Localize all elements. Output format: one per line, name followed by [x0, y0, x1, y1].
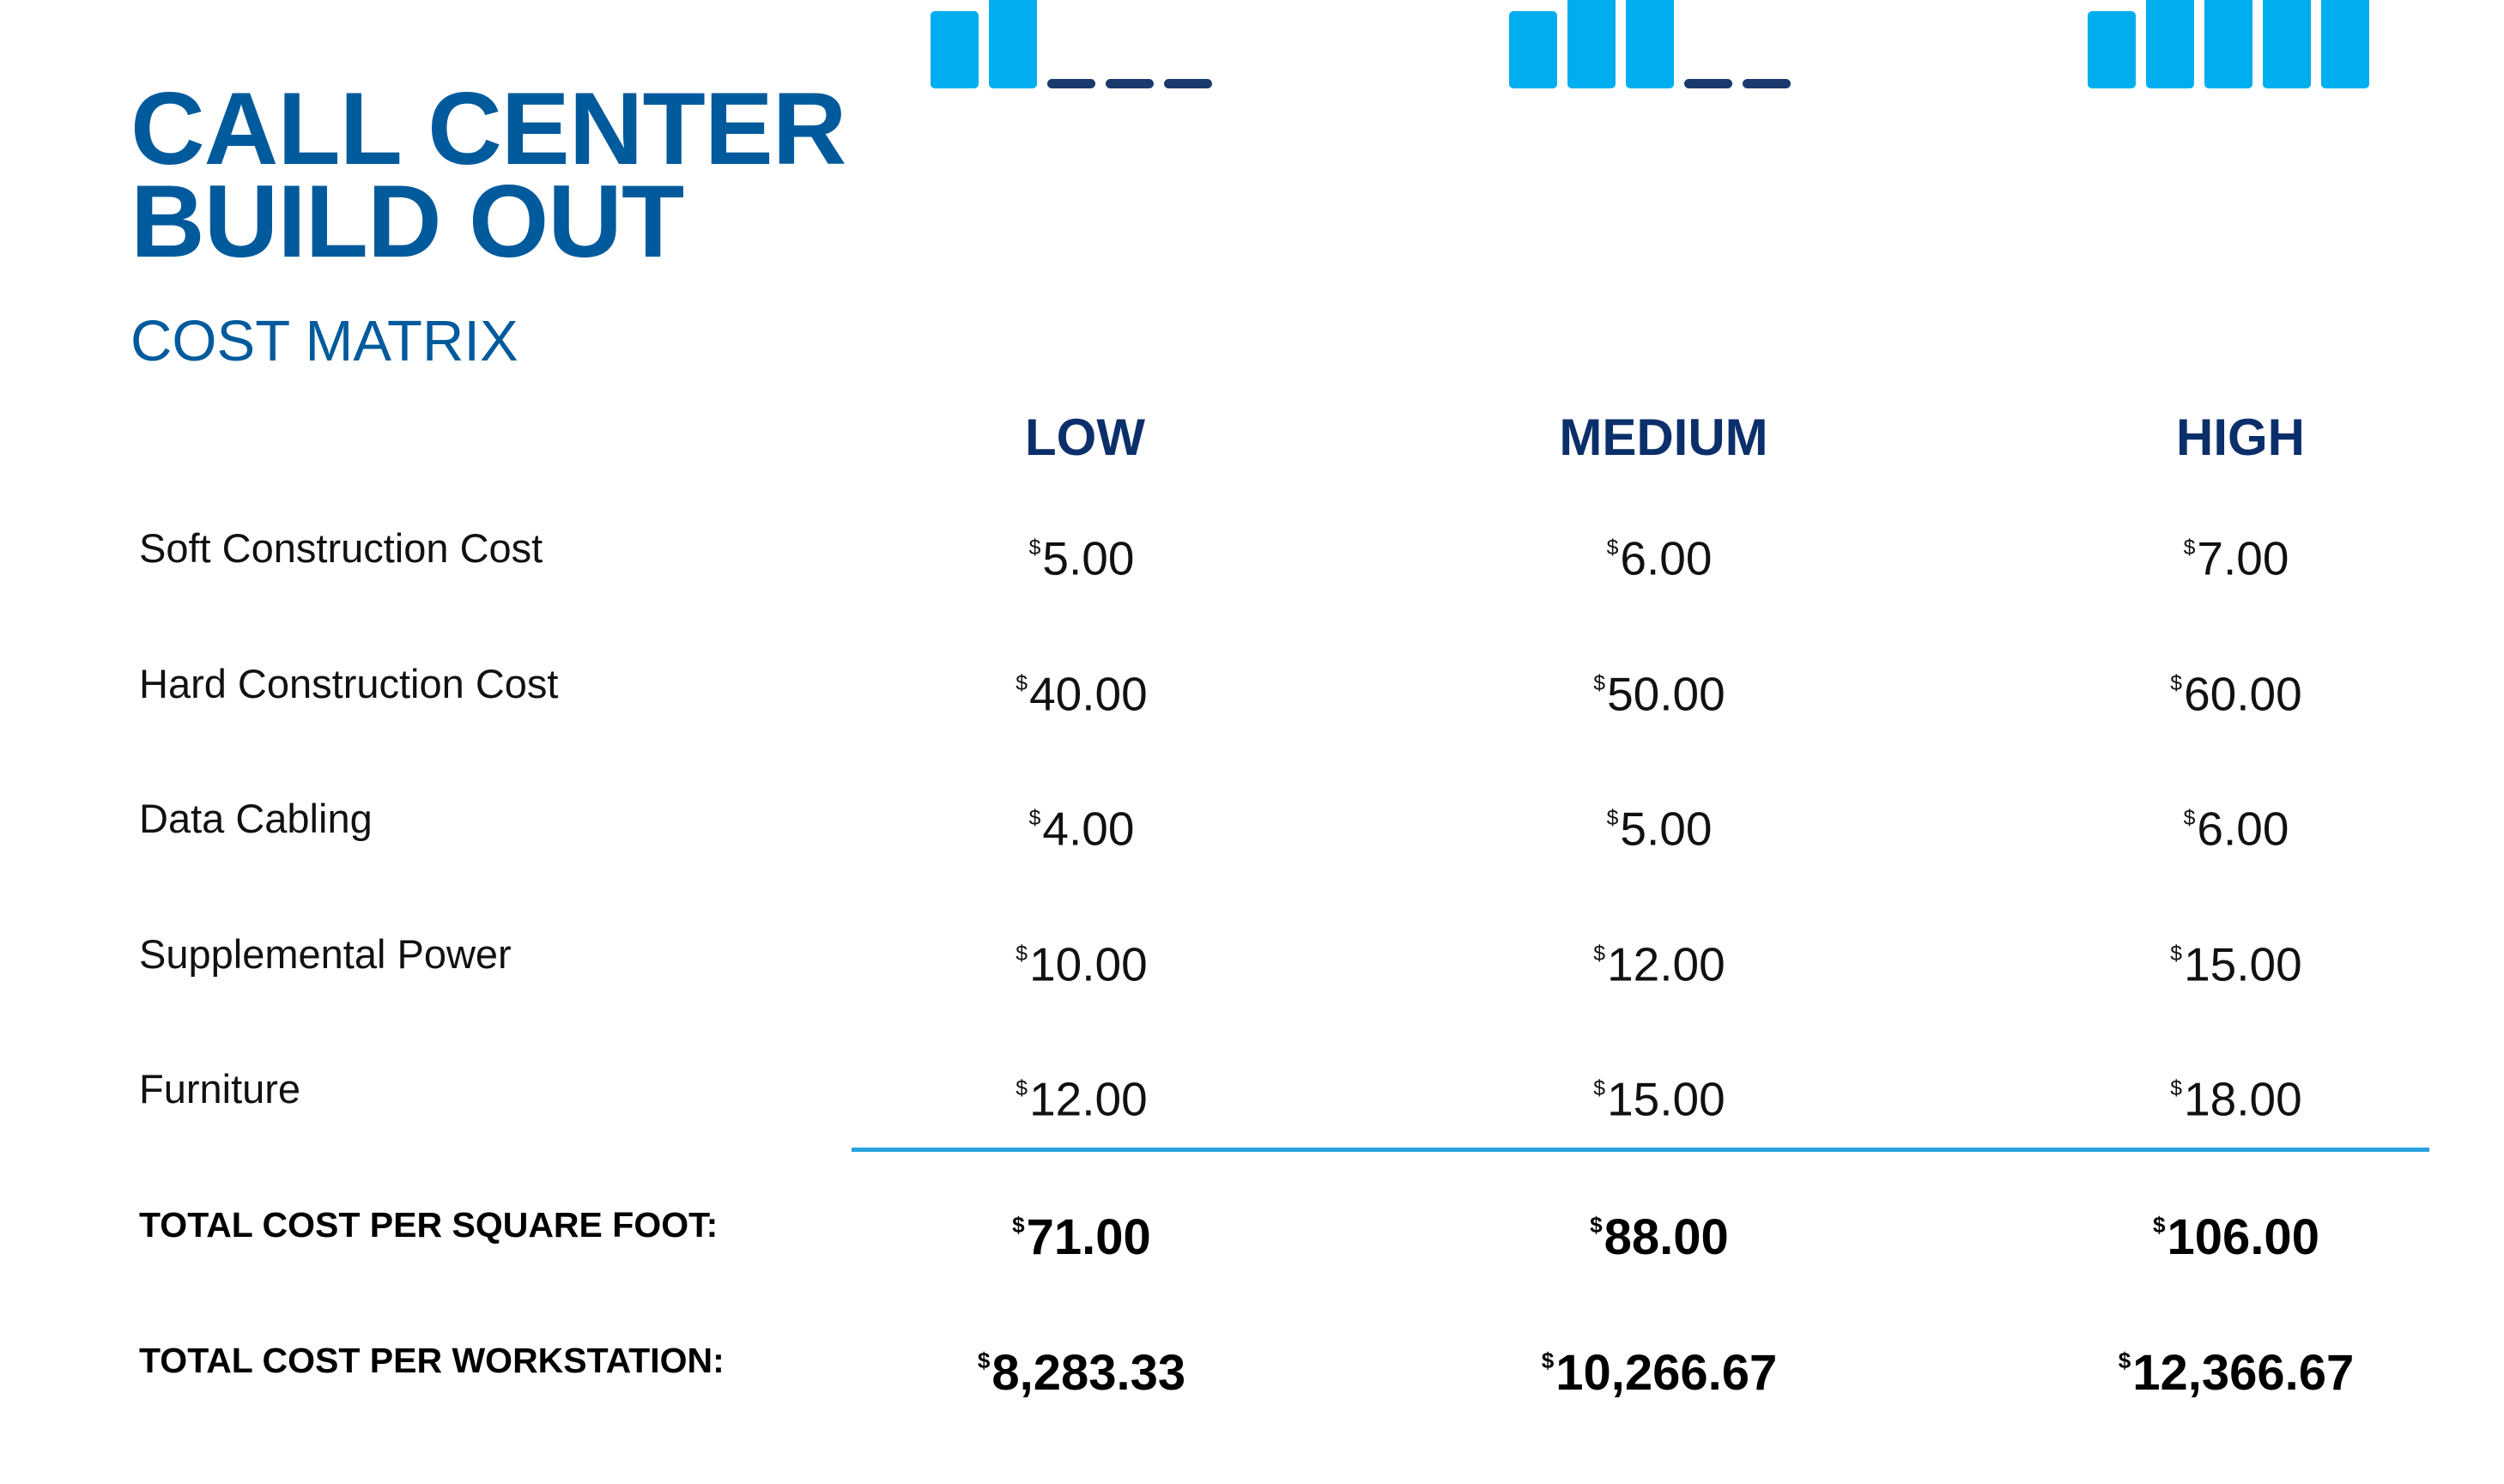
total-value: 106.00 [2167, 1208, 2319, 1265]
cost-value: 15.00 [2184, 937, 2302, 991]
total-value: 12,366.67 [2132, 1344, 2355, 1401]
total-cell: $10,266.67 [1453, 1326, 1865, 1401]
cost-value: 4.00 [1042, 802, 1135, 856]
cost-cell: $40.00 [876, 650, 1288, 721]
cost-cell: $5.00 [876, 514, 1288, 585]
total-cell: $12,366.67 [2030, 1326, 2442, 1401]
currency-symbol: $ [1606, 807, 1619, 830]
column-header-low: LOW [1025, 409, 1145, 466]
currency-symbol: $ [1028, 536, 1041, 560]
cost-cell: $6.00 [1453, 514, 1865, 585]
currency-symbol: $ [977, 1348, 991, 1373]
total-cell: $8,283.33 [876, 1326, 1288, 1401]
signal-bar-3 [1626, 0, 1674, 88]
cost-value: 10.00 [1029, 937, 1148, 991]
signal-bar-1 [1509, 11, 1557, 88]
total-value: 8,283.33 [991, 1344, 1186, 1401]
cost-value: 60.00 [2184, 667, 2302, 721]
cost-cell: $50.00 [1453, 650, 1865, 721]
page-title: CALL CENTER BUILD OUT [130, 71, 846, 279]
signal-bar-2 [989, 0, 1037, 88]
column-header-medium: MEDIUM [1559, 409, 1768, 466]
row-label-furniture: Furniture [139, 1066, 301, 1111]
currency-symbol: $ [1016, 1077, 1028, 1100]
currency-symbol: $ [1012, 1212, 1025, 1238]
cost-cell: $60.00 [2030, 650, 2442, 721]
totals-divider [852, 1148, 2429, 1152]
cost-cell: $6.00 [2030, 784, 2442, 856]
cost-value: 12.00 [1029, 1072, 1148, 1126]
row-label-soft-construction-cost: Soft Construction Cost [139, 525, 543, 571]
signal-bar-5 [2321, 0, 2369, 88]
currency-symbol: $ [1593, 1077, 1606, 1100]
currency-symbol: $ [2183, 807, 2196, 830]
cost-cell: $15.00 [2030, 920, 2442, 991]
currency-symbol: $ [1590, 1212, 1603, 1238]
currency-symbol: $ [1016, 672, 1028, 695]
cost-cell: $18.00 [2030, 1055, 2442, 1126]
total-label-per-square-foot: TOTAL COST PER SQUARE FOOT: [139, 1205, 718, 1245]
cost-cell: $7.00 [2030, 514, 2442, 585]
cost-cell: $10.00 [876, 920, 1288, 991]
cost-cell: $15.00 [1453, 1055, 1865, 1126]
title-line-1: CALL CENTER [130, 71, 846, 186]
cost-cell: $5.00 [1453, 784, 1865, 856]
signal-bar-2 [1567, 0, 1616, 88]
currency-symbol: $ [2170, 1077, 2183, 1100]
total-cell: $71.00 [876, 1190, 1288, 1265]
title-line-2: BUILD OUT [130, 164, 684, 279]
currency-symbol: $ [1541, 1348, 1555, 1373]
total-cell: $106.00 [2030, 1190, 2442, 1265]
cost-value: 50.00 [1607, 667, 1725, 721]
page-subtitle: COST MATRIX [130, 309, 518, 373]
cost-value: 18.00 [2184, 1072, 2302, 1126]
currency-symbol: $ [2170, 672, 2183, 695]
currency-symbol: $ [1016, 942, 1028, 966]
row-label-supplemental-power: Supplemental Power [139, 931, 512, 977]
currency-symbol: $ [2118, 1348, 2131, 1373]
signal-bar-3 [2204, 0, 2252, 88]
cost-cell: $4.00 [876, 784, 1288, 856]
cost-value: 7.00 [2197, 531, 2289, 585]
currency-symbol: $ [1593, 672, 1606, 695]
currency-symbol: $ [2153, 1212, 2166, 1238]
signal-bar-5 [1164, 79, 1212, 88]
cost-cell: $12.00 [1453, 920, 1865, 991]
currency-symbol: $ [2183, 536, 2196, 560]
cost-value: 15.00 [1607, 1072, 1725, 1126]
column-header-high: HIGH [2176, 409, 2305, 466]
currency-symbol: $ [2170, 942, 2183, 966]
total-cell: $88.00 [1453, 1190, 1865, 1265]
cost-value: 40.00 [1029, 667, 1148, 721]
cost-value: 12.00 [1607, 937, 1725, 991]
currency-symbol: $ [1593, 942, 1606, 966]
cost-value: 6.00 [1620, 531, 1713, 585]
total-value: 71.00 [1026, 1208, 1151, 1265]
signal-bar-4 [1106, 79, 1154, 88]
signal-bar-5 [1743, 79, 1791, 88]
cost-value: 6.00 [2197, 802, 2289, 856]
signal-bar-2 [2146, 0, 2194, 88]
cost-value: 5.00 [1620, 802, 1713, 856]
total-value: 10,266.67 [1555, 1344, 1778, 1401]
row-label-hard-construction-cost: Hard Construction Cost [139, 661, 559, 706]
currency-symbol: $ [1606, 536, 1619, 560]
signal-bar-4 [1684, 79, 1732, 88]
total-value: 88.00 [1604, 1208, 1729, 1265]
signal-bar-3 [1047, 79, 1095, 88]
cost-value: 5.00 [1042, 531, 1135, 585]
cost-cell: $12.00 [876, 1055, 1288, 1126]
currency-symbol: $ [1028, 807, 1041, 830]
total-label-per-workstation: TOTAL COST PER WORKSTATION: [139, 1341, 725, 1380]
row-label-data-cabling: Data Cabling [139, 796, 373, 841]
signal-bar-1 [2088, 11, 2136, 88]
signal-bar-4 [2263, 0, 2311, 88]
signal-bar-1 [931, 11, 979, 88]
